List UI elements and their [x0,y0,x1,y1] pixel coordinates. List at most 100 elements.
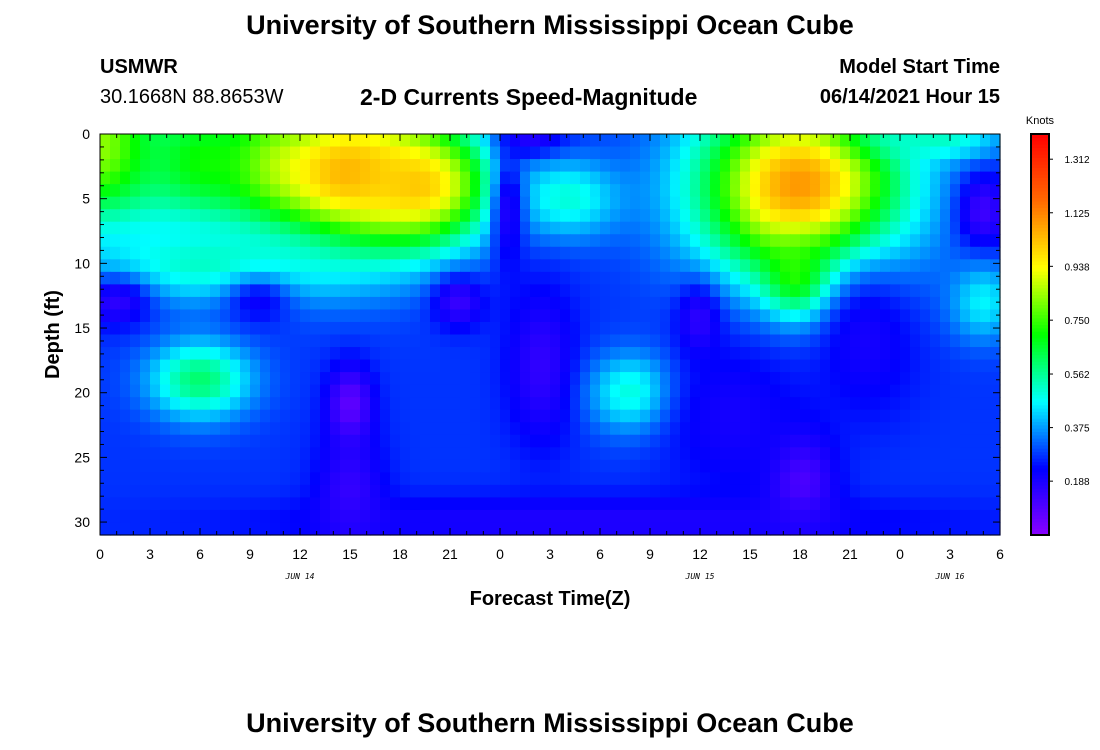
colorbar-band [1031,137,1049,142]
heatmap-cell [800,347,811,361]
heatmap-cell [270,497,281,511]
heatmap-cell [150,484,161,499]
heatmap-cell [450,359,461,373]
heatmap-cell [710,234,721,248]
heatmap-cell [120,221,131,235]
heatmap-cell [520,184,531,198]
y-tick-label: 5 [82,191,90,207]
heatmap-cell [510,359,521,373]
heatmap-cell [810,509,821,524]
heatmap-cell [240,522,251,536]
heatmap-cell [950,321,961,336]
heatmap-cell [180,359,191,373]
heatmap-cell [680,459,691,473]
heatmap-cell [560,522,571,536]
heatmap-cell [330,209,341,223]
x-tick-label: 3 [546,546,554,562]
heatmap-cell [510,209,521,223]
heatmap-cell [980,472,991,486]
heatmap-cell [800,196,811,210]
heatmap-cell [990,209,1001,223]
heatmap-cell [780,497,791,511]
heatmap-cell [960,347,971,361]
heatmap-cell [260,459,271,473]
colorbar-tick-label: 0.562 [1064,370,1089,381]
heatmap-cell [120,522,131,536]
colorbar-band [1031,194,1049,199]
heatmap-cell [440,209,451,223]
colorbar-band [1031,521,1049,526]
heatmap-cell [230,146,241,160]
heatmap-cell [550,347,561,361]
heatmap-cell [350,184,361,198]
heatmap-cell [200,422,211,436]
heatmap-cell [880,522,891,536]
heatmap-cell [390,309,401,323]
heatmap-cell [900,246,911,260]
heatmap-cell [770,309,781,323]
heatmap-cell [370,171,381,185]
heatmap-cell [410,196,421,210]
heatmap-cell [710,321,721,336]
heatmap-cell [570,146,581,160]
heatmap-cell [480,221,491,235]
heatmap-cell [250,434,261,448]
heatmap-cell [150,384,161,398]
heatmap-cell [610,159,621,173]
heatmap-cell [220,309,231,323]
heatmap-cell [440,359,451,373]
heatmap-cell [680,409,691,423]
heatmap-cell [880,321,891,336]
heatmap-cell [580,284,591,298]
heatmap-cell [350,196,361,210]
heatmap-cell [740,271,751,285]
heatmap-cell [150,522,161,536]
heatmap-cell [360,184,371,198]
heatmap-cell [130,484,141,499]
heatmap-cell [760,259,771,273]
heatmap-cell [830,422,841,436]
heatmap-cell [160,284,171,298]
heatmap-cell [890,296,901,311]
heatmap-cell [160,296,171,311]
heatmap-cell [350,246,361,260]
heatmap-cell [920,171,931,185]
heatmap-cell [390,134,401,148]
heatmap-cell [730,522,741,536]
heatmap-cell [910,184,921,198]
heatmap-cell [600,384,611,398]
heatmap-cell [820,146,831,160]
heatmap-cell [620,296,631,311]
heatmap-cell [730,246,741,260]
heatmap-cell [690,372,701,386]
heatmap-cell [350,509,361,524]
colorbar-band [1031,418,1049,422]
heatmap-cell [770,434,781,448]
heatmap-cell [390,296,401,311]
heatmap-cell [970,221,981,235]
x-date-label: JUN 16 [935,572,965,581]
heatmap-cell [290,422,301,436]
heatmap-cell [880,184,891,198]
heatmap-cell [240,472,251,486]
heatmap-cell [900,171,911,185]
heatmap-cell [930,246,941,260]
heatmap-cell [660,359,671,373]
heatmap-cell [350,372,361,386]
heatmap-cell [210,284,221,298]
x-tick-label: 18 [392,546,408,562]
heatmap-cell [440,497,451,511]
heatmap-cell [440,146,451,160]
heatmap-cell [660,259,671,273]
heatmap-cell [720,359,731,373]
heatmap-cell [360,522,371,536]
heatmap-cell [940,459,951,473]
heatmap-cell [870,372,881,386]
heatmap-cell [360,234,371,248]
heatmap-cell [980,284,991,298]
heatmap-cell [550,171,561,185]
heatmap-cell [100,397,111,411]
heatmap-cell [970,246,981,260]
heatmap-cell [370,497,381,511]
heatmap-cell [500,334,511,348]
